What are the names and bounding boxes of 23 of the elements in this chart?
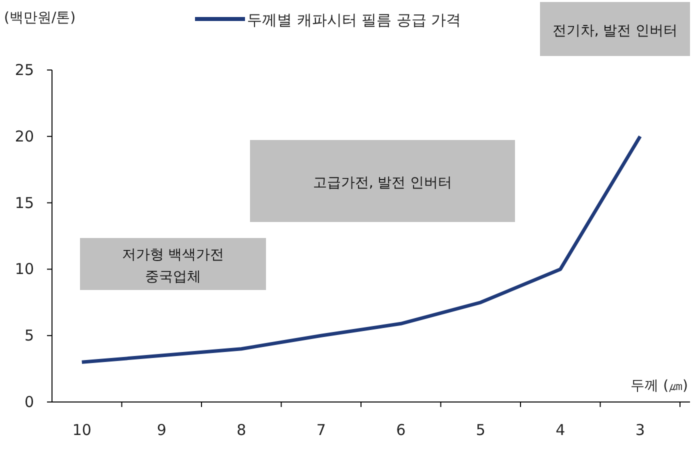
x-tick-label: 10 — [72, 421, 92, 439]
annotation: 저가형 백색가전 중국업체 — [122, 247, 224, 285]
y-tick-label: 0 — [24, 393, 34, 411]
legend: 두께별 캐파시터 필름 공급 가격 — [195, 11, 462, 29]
annotation: 고급가전, 발전 인버터 — [312, 175, 452, 191]
x-tick-label: 6 — [396, 421, 406, 439]
y-tick-label: 15 — [14, 194, 34, 212]
x-tick-label: 4 — [556, 421, 566, 439]
x-axis-title: 두께 (㎛) — [630, 378, 688, 394]
annotation: 고급가전, 발전 인버터 — [250, 140, 515, 222]
x-tick-label: 3 — [635, 421, 645, 439]
y-tick-label: 10 — [14, 260, 34, 278]
y-tick-label: 20 — [14, 127, 34, 146]
x-tick-label: 8 — [236, 421, 246, 439]
legend-label: 두께별 캐파시터 필름 공급 가격 — [247, 11, 462, 29]
x-tick-label: 5 — [476, 421, 486, 439]
x-tick-label: 7 — [316, 421, 326, 439]
y-tick-label: 25 — [14, 61, 34, 79]
y-axis-title: (백만원/톤) — [4, 10, 76, 26]
annotation: 저가형 백색가전 중국업체 — [80, 238, 266, 290]
y-tick-label: 5 — [24, 326, 34, 345]
annotation: 전기차, 발전 인버터 — [540, 2, 690, 56]
x-tick-label: 9 — [156, 421, 166, 439]
